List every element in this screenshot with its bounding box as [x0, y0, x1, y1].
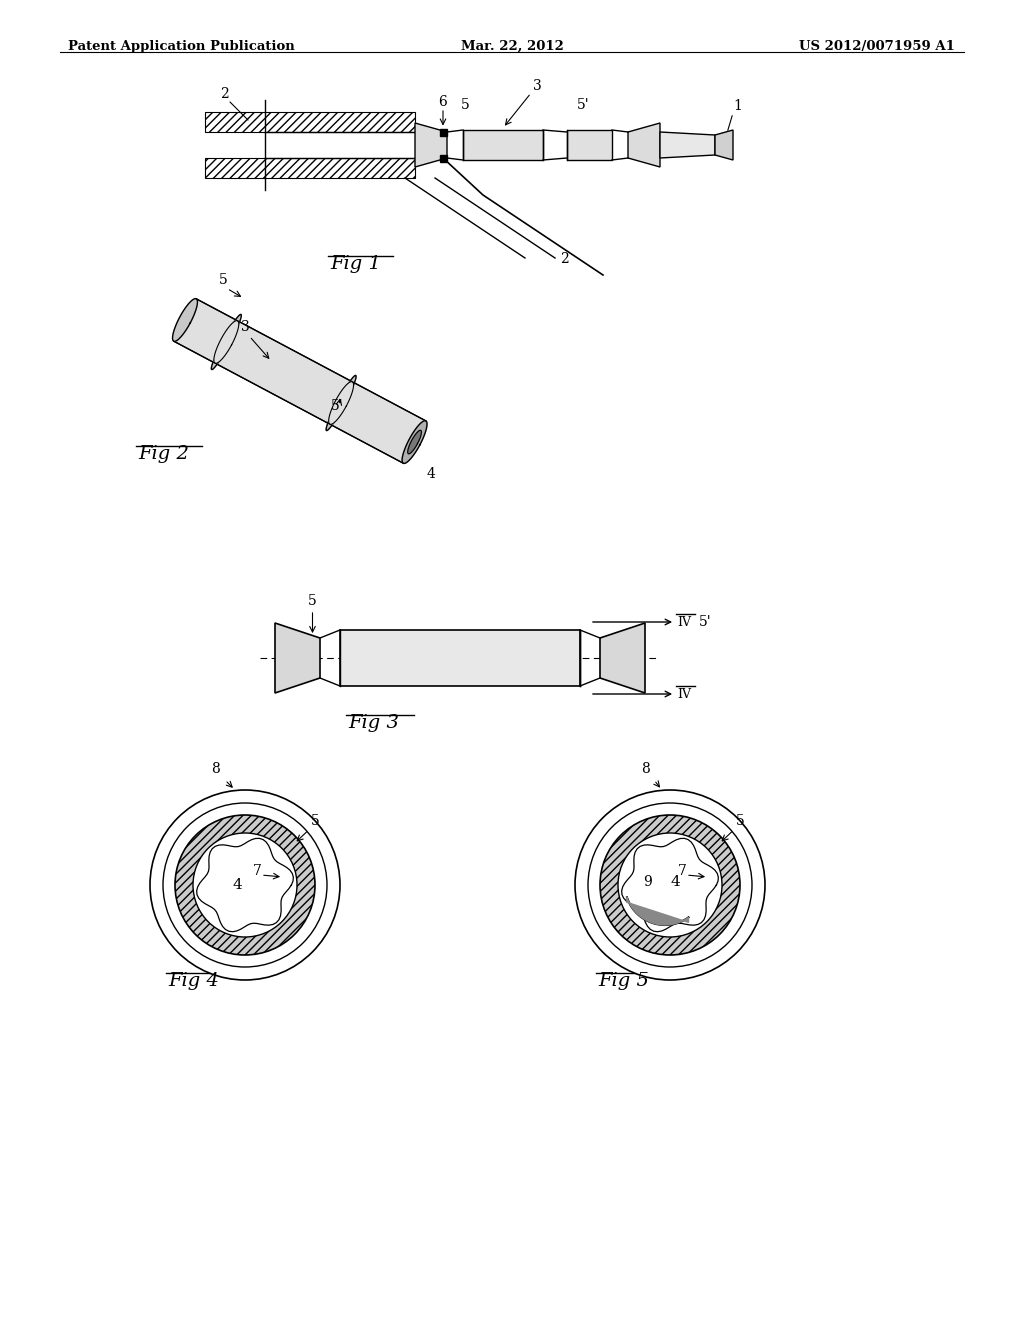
Bar — [205, 112, 415, 132]
Polygon shape — [214, 321, 239, 363]
Text: Fig 5: Fig 5 — [598, 972, 649, 990]
Text: 5: 5 — [461, 98, 470, 112]
Text: 5: 5 — [219, 273, 227, 288]
Polygon shape — [408, 430, 422, 454]
Bar — [567, 129, 612, 160]
Polygon shape — [402, 421, 427, 463]
Text: 4: 4 — [670, 875, 680, 888]
Circle shape — [150, 789, 340, 979]
Text: 2: 2 — [560, 252, 568, 267]
Bar — [439, 154, 446, 161]
Bar — [439, 128, 446, 136]
Text: 2: 2 — [220, 87, 228, 102]
Text: Fig 1: Fig 1 — [330, 255, 381, 273]
Circle shape — [588, 803, 752, 968]
Text: US 2012/0071959 A1: US 2012/0071959 A1 — [799, 40, 955, 53]
Polygon shape — [715, 129, 733, 160]
Text: Fig 3: Fig 3 — [348, 714, 399, 733]
Polygon shape — [660, 132, 715, 158]
Text: 3: 3 — [242, 321, 250, 334]
Polygon shape — [627, 898, 688, 925]
Text: 9: 9 — [644, 875, 652, 888]
Text: Mar. 22, 2012: Mar. 22, 2012 — [461, 40, 563, 53]
Text: 8: 8 — [211, 762, 219, 776]
Bar — [205, 158, 415, 178]
Text: 5': 5' — [699, 615, 712, 630]
Polygon shape — [415, 123, 447, 168]
Circle shape — [600, 814, 740, 954]
Text: Patent Application Publication: Patent Application Publication — [68, 40, 295, 53]
Text: 5': 5' — [577, 98, 590, 112]
Text: IV: IV — [677, 688, 691, 701]
Text: 5': 5' — [331, 400, 343, 413]
Text: 3: 3 — [534, 79, 542, 92]
Circle shape — [175, 814, 315, 954]
Polygon shape — [326, 375, 356, 430]
Circle shape — [193, 833, 297, 937]
Text: 4: 4 — [232, 878, 242, 892]
Text: 5: 5 — [307, 594, 316, 609]
Text: IV: IV — [677, 615, 691, 628]
Bar — [205, 158, 415, 178]
Circle shape — [575, 789, 765, 979]
Polygon shape — [628, 123, 660, 168]
Polygon shape — [174, 298, 426, 463]
Polygon shape — [329, 381, 353, 424]
Text: 5: 5 — [310, 814, 319, 828]
Polygon shape — [211, 314, 242, 370]
Text: 6: 6 — [438, 95, 446, 110]
Text: Fig 4: Fig 4 — [168, 972, 219, 990]
Bar — [205, 112, 415, 132]
Text: 8: 8 — [641, 762, 649, 776]
Text: Fig 2: Fig 2 — [138, 445, 188, 463]
Text: 5: 5 — [735, 814, 744, 828]
Bar — [463, 129, 543, 160]
Bar — [340, 630, 580, 686]
Circle shape — [163, 803, 327, 968]
Circle shape — [618, 833, 722, 937]
Polygon shape — [173, 298, 198, 342]
Text: 7: 7 — [678, 865, 687, 878]
Text: 1: 1 — [733, 99, 741, 114]
Text: 4: 4 — [427, 467, 435, 480]
Polygon shape — [600, 623, 645, 693]
Text: 7: 7 — [253, 865, 262, 878]
Polygon shape — [275, 623, 319, 693]
